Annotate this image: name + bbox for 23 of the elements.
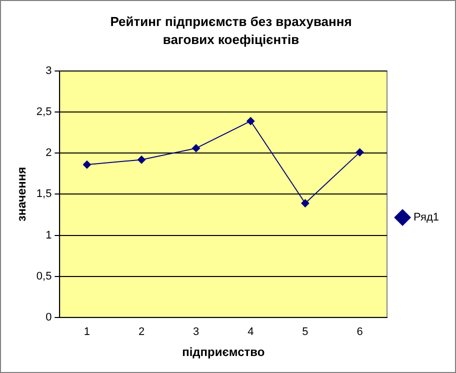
y-tick-label: 3 <box>46 65 52 78</box>
y-tick-label: 1 <box>46 229 52 242</box>
y-tick-label: 2 <box>46 147 52 160</box>
point <box>356 148 364 156</box>
y-tick-label: 1,5 <box>36 188 52 200</box>
point <box>246 117 255 126</box>
legend-label: Ряд1 <box>414 212 440 224</box>
x-tick-label: 4 <box>248 326 254 338</box>
point <box>192 144 200 152</box>
x-tick-label: 1 <box>84 326 90 338</box>
point <box>301 199 310 208</box>
y-tick-label: 2,5 <box>36 106 52 118</box>
chart-title: Рейтинг підприємств без врахування вагових коефіцієнтів <box>109 13 353 49</box>
x-tick-label: 3 <box>193 326 200 338</box>
y-tick-label: 0,5 <box>36 270 52 282</box>
y-axis-title: значення <box>14 166 29 222</box>
x-tick-label: 6 <box>356 326 363 338</box>
point <box>138 156 146 164</box>
x-tick-label: 2 <box>138 326 145 338</box>
y-tick-label: 0 <box>46 311 52 324</box>
x-axis-title: підприємство <box>182 345 265 360</box>
x-tick-label: 5 <box>302 326 308 338</box>
point <box>82 160 91 169</box>
